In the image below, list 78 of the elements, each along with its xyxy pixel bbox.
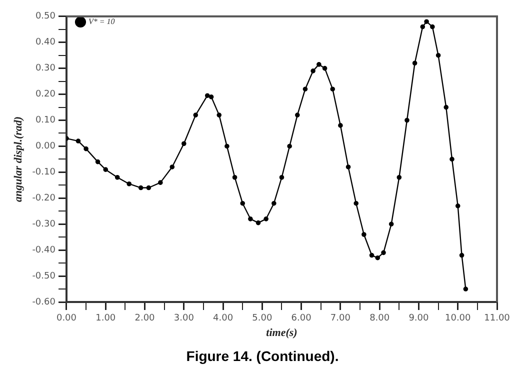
point bbox=[295, 112, 300, 118]
x-tick-label: 6.00 bbox=[291, 314, 312, 324]
point bbox=[310, 68, 316, 74]
point bbox=[369, 252, 374, 258]
y-tick-label: -0.20 bbox=[32, 193, 56, 204]
point bbox=[287, 144, 292, 149]
x-tick-label: 3.00 bbox=[174, 314, 194, 324]
point bbox=[375, 255, 380, 260]
y-tick-label: 0.30 bbox=[35, 64, 56, 74]
point bbox=[170, 164, 175, 170]
x-tick-label: 2.00 bbox=[134, 314, 156, 324]
x-tick-label: 11.00 bbox=[484, 314, 510, 324]
point bbox=[103, 167, 108, 172]
point bbox=[455, 204, 460, 208]
point bbox=[412, 60, 418, 66]
y-axis-title: angular displ.(rad) bbox=[12, 116, 24, 202]
point bbox=[396, 174, 402, 180]
point bbox=[463, 286, 468, 292]
y-tick-label: 0.10 bbox=[35, 116, 56, 126]
point bbox=[126, 181, 132, 186]
point bbox=[84, 146, 88, 152]
point bbox=[430, 24, 435, 30]
caption: Figure 14. (Continued). bbox=[185, 348, 340, 364]
point bbox=[240, 200, 246, 206]
point bbox=[248, 216, 253, 222]
point bbox=[436, 52, 441, 58]
point bbox=[302, 86, 308, 92]
point bbox=[388, 222, 394, 227]
point bbox=[322, 66, 328, 71]
point bbox=[232, 174, 238, 180]
point bbox=[381, 250, 386, 256]
point bbox=[420, 24, 426, 30]
x-tick-label: 7.00 bbox=[330, 314, 351, 324]
point bbox=[272, 200, 276, 206]
y-tick-label: -0.60 bbox=[32, 297, 56, 308]
point bbox=[204, 93, 210, 98]
x-tick-label: 9.00 bbox=[408, 314, 430, 324]
point bbox=[193, 112, 198, 118]
point bbox=[182, 141, 186, 146]
y-tick-label: -0.30 bbox=[32, 219, 56, 230]
point bbox=[338, 123, 343, 128]
point bbox=[354, 200, 359, 206]
point bbox=[362, 232, 366, 237]
x-tick-label: 8.00 bbox=[370, 314, 390, 324]
x-tick-label: 4.00 bbox=[213, 314, 234, 324]
point bbox=[224, 144, 230, 149]
legend-label: V* = 10 bbox=[88, 17, 115, 26]
y-tick-label: 0.40 bbox=[35, 38, 56, 48]
point bbox=[450, 156, 454, 162]
y-tick-label: 0.00 bbox=[35, 142, 56, 152]
x-axis-title: time(s) bbox=[266, 327, 298, 340]
point bbox=[158, 180, 163, 185]
point bbox=[95, 159, 100, 164]
point bbox=[256, 220, 261, 226]
point bbox=[316, 62, 322, 67]
x-tick-label: 5.00 bbox=[252, 314, 272, 324]
point bbox=[330, 86, 336, 92]
y-tick-label: -0.10 bbox=[32, 168, 56, 178]
point bbox=[346, 164, 351, 170]
y-tick-label: -0.40 bbox=[32, 245, 56, 256]
y-tick-label: -0.50 bbox=[32, 271, 56, 282]
point bbox=[114, 174, 120, 180]
point bbox=[76, 138, 81, 144]
point bbox=[459, 252, 464, 258]
y-tick-label: 0.20 bbox=[35, 90, 56, 100]
point bbox=[138, 185, 144, 190]
point bbox=[424, 19, 429, 24]
point bbox=[404, 118, 410, 123]
point bbox=[264, 216, 268, 222]
point bbox=[444, 104, 449, 110]
x-tick-label: 0.00 bbox=[56, 314, 77, 324]
point bbox=[216, 112, 222, 118]
x-tick-label: 10.00 bbox=[444, 314, 472, 324]
y-tick-label: 0.50 bbox=[35, 12, 56, 22]
point bbox=[279, 174, 284, 180]
point bbox=[146, 185, 152, 190]
point bbox=[208, 94, 214, 100]
x-tick-label: 1.00 bbox=[96, 314, 116, 324]
